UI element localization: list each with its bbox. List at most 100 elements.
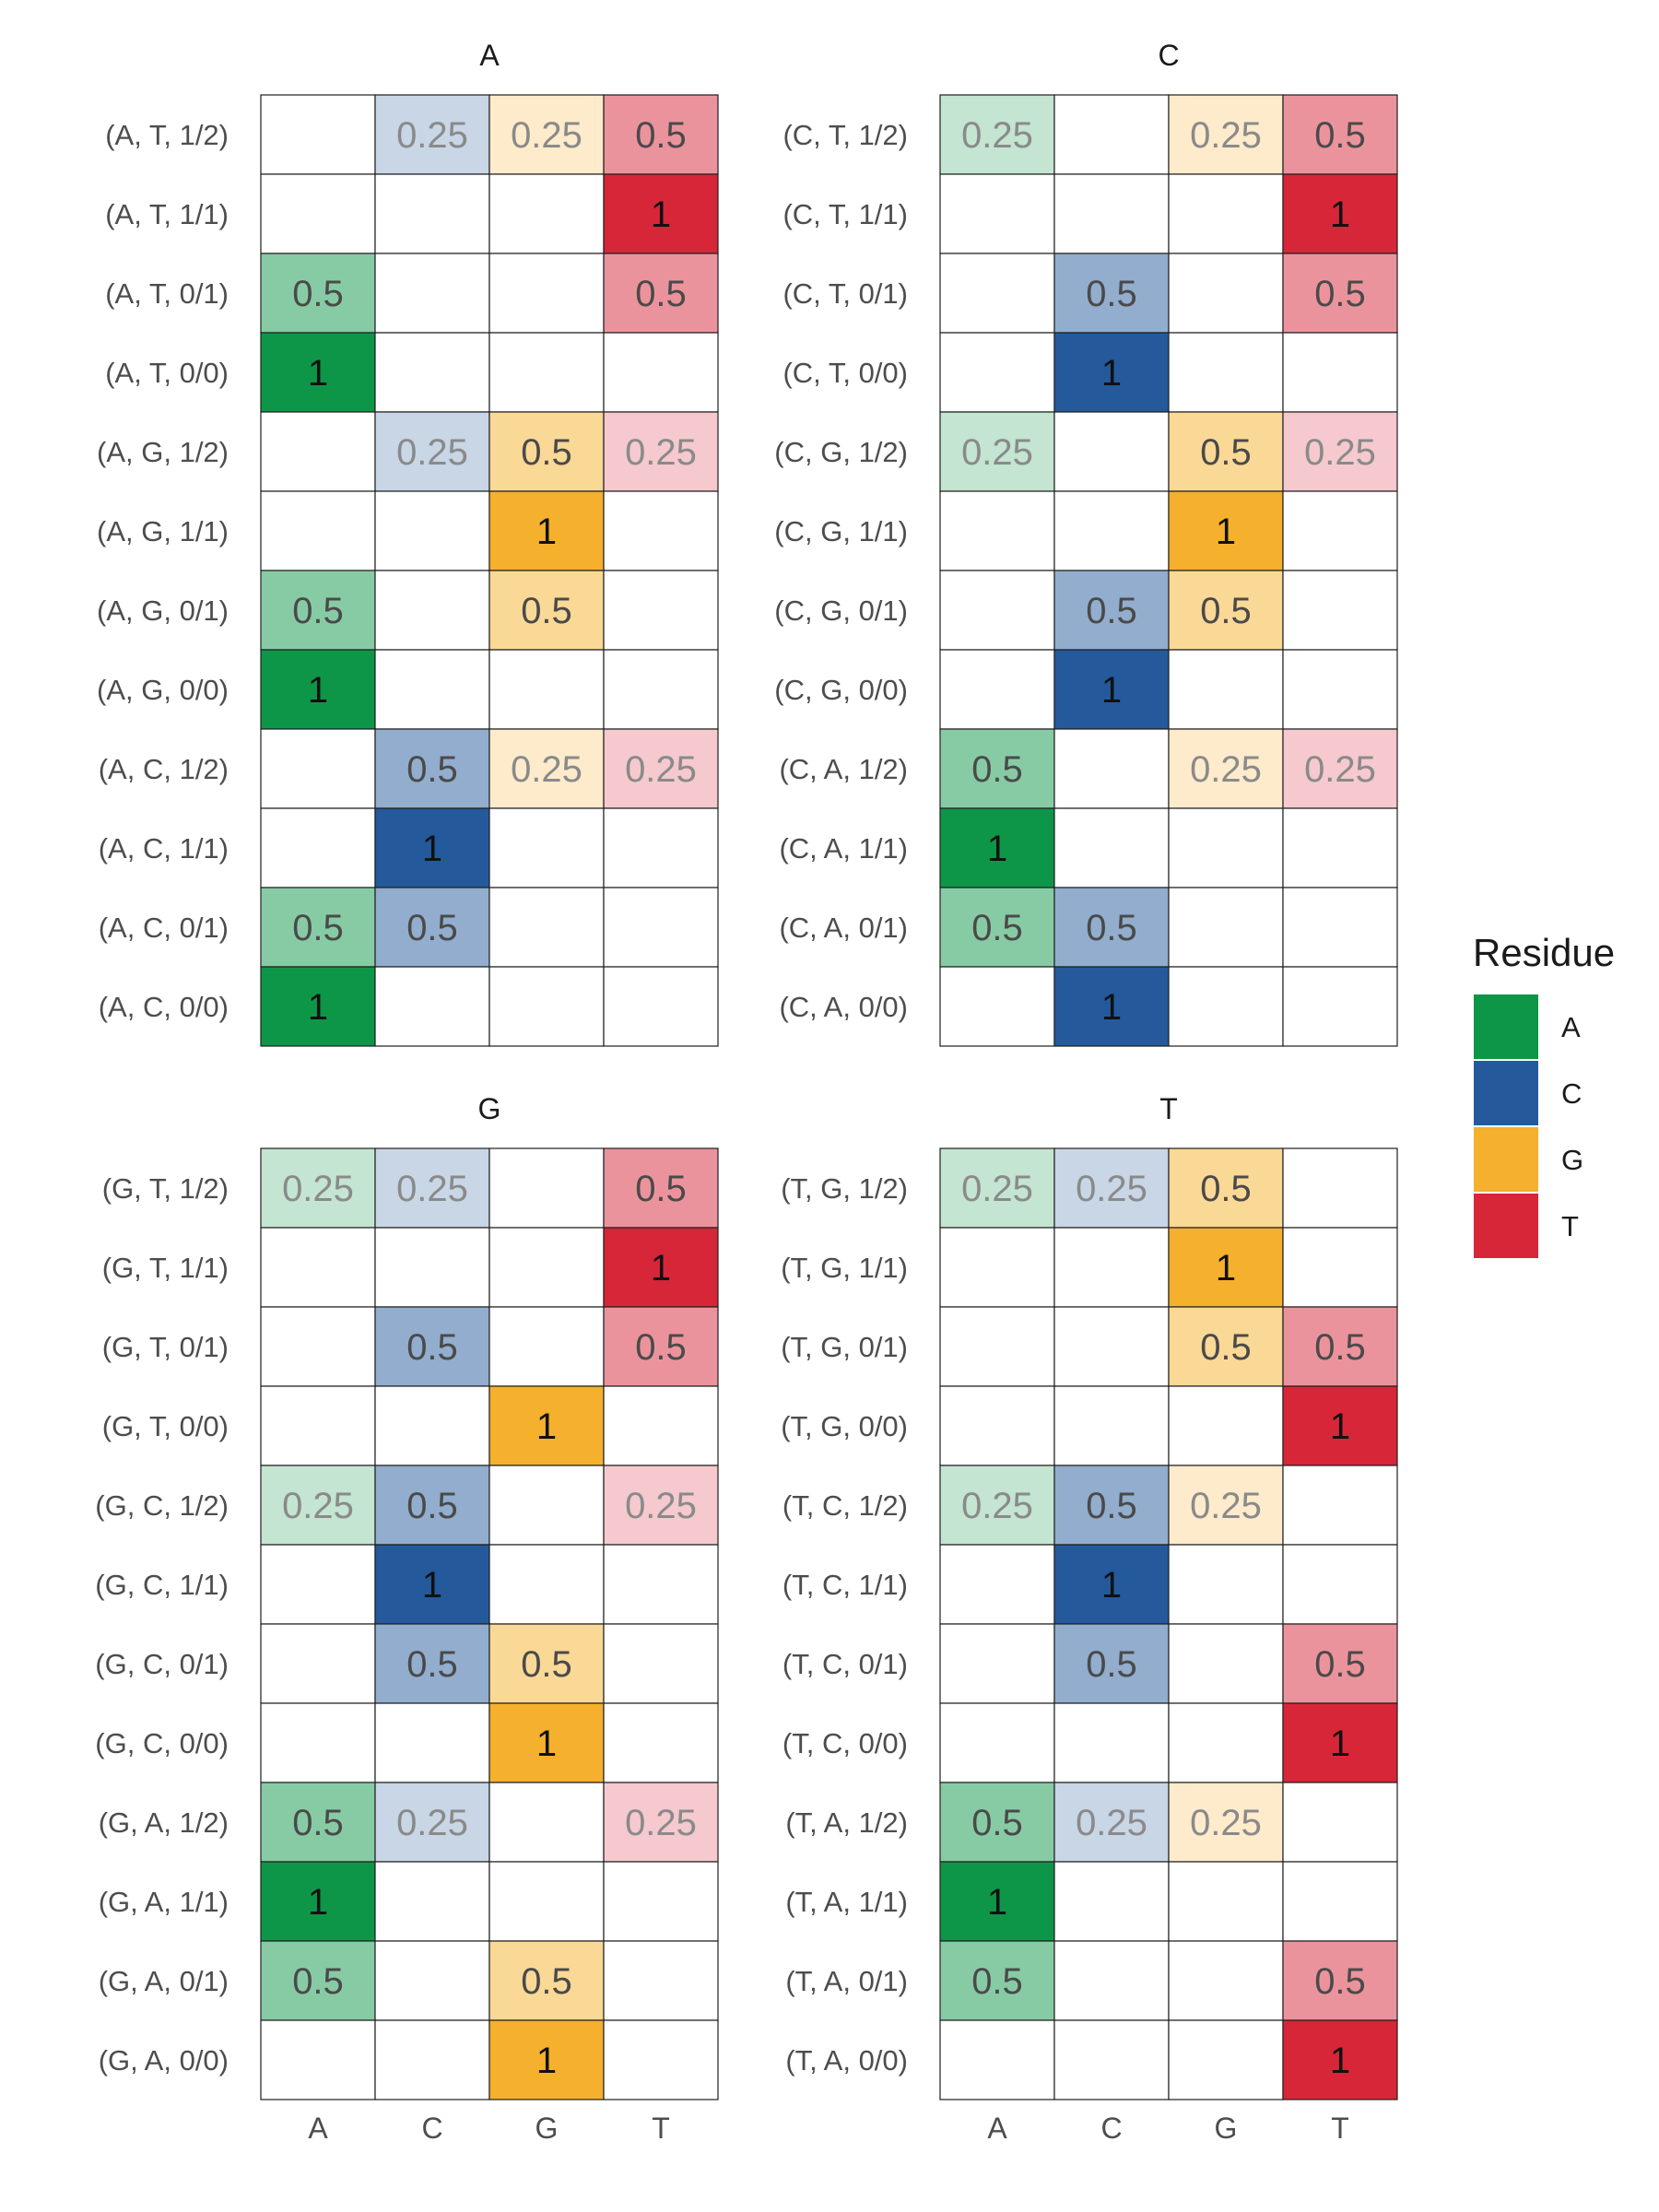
cell-value-label: 0.5 (1314, 1644, 1366, 1685)
cell-value-label: 0.25 (1304, 749, 1376, 790)
heatmap-cell (1282, 1623, 1398, 1704)
cell-value-label: 1 (1216, 512, 1236, 552)
panel-c: C (C, T, 1/2) 0.25 0.25 0.5 (C, T, 1/1) 1 (C, T… (774, 39, 1398, 1047)
heatmap-cell (488, 1782, 605, 1863)
x-tick-label: T (652, 2112, 670, 2145)
legend-key-t (1472, 1192, 1540, 1260)
x-tick-label: G (1215, 2112, 1238, 2145)
heatmap-cell (603, 253, 719, 334)
heatmap-cell (939, 253, 1055, 334)
cell-value-label: 0.5 (292, 591, 344, 631)
x-tick-label: A (308, 2112, 328, 2145)
cell-value-label: 0.5 (1200, 432, 1252, 473)
heatmap-cell (488, 728, 605, 809)
row-label: (C, A, 0/1) (779, 912, 908, 944)
heatmap-cell (603, 728, 719, 809)
row-label: (A, G, 1/2) (97, 436, 229, 468)
heatmap-cell (1168, 253, 1284, 334)
heatmap-cell (1282, 332, 1398, 413)
heatmap-cell (260, 1623, 376, 1704)
heatmap-cell (260, 94, 376, 175)
cell-value-label: 0.5 (1314, 274, 1366, 314)
legend-label: A (1561, 1011, 1581, 1043)
heatmap-cell (260, 173, 376, 254)
heatmap-cell (1282, 570, 1398, 651)
heatmap-cell (603, 411, 719, 492)
cell-value-label: 1 (1101, 987, 1122, 1028)
heatmap-cell (939, 332, 1055, 413)
panel-title: C (1158, 39, 1179, 72)
row-label: (C, T, 0/1) (782, 277, 908, 310)
heatmap-cell (939, 1544, 1055, 1625)
heatmap-cell (488, 253, 605, 334)
x-tick-label: G (535, 2112, 559, 2145)
cell-value-label: 1 (536, 2041, 557, 2081)
heatmap-cell (488, 1385, 605, 1466)
cell-value-label: 0.5 (292, 1961, 344, 2002)
heatmap-cell (1168, 807, 1284, 888)
heatmap-cell (603, 1385, 719, 1466)
legend: Residue A C G T (1472, 931, 1615, 1260)
cell-value-label: 0.5 (971, 1961, 1023, 2002)
cell-value-label: 0.25 (1076, 1169, 1147, 1209)
heatmap-cell (374, 1623, 490, 1704)
heatmap-cell (260, 1465, 376, 1546)
heatmap-cell (260, 728, 376, 809)
heatmap-cell (374, 887, 490, 968)
row-label: (G, C, 0/0) (95, 1727, 229, 1759)
row-label: (A, C, 1/1) (99, 832, 229, 865)
heatmap-cell (260, 1147, 376, 1229)
heatmap-cell (1282, 1385, 1398, 1466)
cell-value-label: 1 (1216, 1248, 1236, 1288)
row-label: (G, T, 1/2) (102, 1172, 229, 1205)
heatmap-cell (603, 490, 719, 571)
row-label: (A, G, 1/1) (97, 515, 229, 547)
cell-value-label: 0.5 (521, 591, 572, 631)
cell-value-label: 0.5 (406, 908, 458, 948)
cell-value-label: 0.5 (292, 908, 344, 948)
heatmap-cell (374, 570, 490, 651)
cell-value-label: 0.25 (1190, 1486, 1262, 1526)
row-label: (A, T, 0/0) (105, 357, 229, 389)
heatmap-cell (603, 1702, 719, 1783)
row-label: (G, T, 0/0) (102, 1410, 229, 1442)
cell-value-label: 0.5 (1086, 1644, 1137, 1685)
heatmap-cell (374, 253, 490, 334)
cell-value-label: 0.25 (1076, 1803, 1147, 1843)
heatmap-cell (1282, 1227, 1398, 1308)
cell-value-label: 1 (422, 1565, 442, 1606)
legend-title: Residue (1473, 931, 1615, 974)
cell-value-label: 0.25 (961, 115, 1033, 156)
heatmap-cell (260, 649, 376, 730)
heatmap-cell (1053, 490, 1170, 571)
legend-label: C (1561, 1077, 1582, 1110)
row-label: (G, A, 1/1) (99, 1886, 229, 1918)
cell-value-label: 1 (651, 1248, 671, 1288)
panel-a: A (A, T, 1/2) 0.25 0.25 0.5 (A, T, 1/1) 1 (A, T… (97, 39, 719, 1047)
row-label: (G, A, 1/2) (99, 1806, 229, 1839)
row-label: (G, C, 0/1) (95, 1648, 229, 1680)
heatmap-cell (1282, 728, 1398, 809)
heatmap-cell (488, 1465, 605, 1546)
heatmap-cell (603, 570, 719, 651)
cell-value-label: 0.25 (1304, 432, 1376, 473)
heatmap-cell (939, 1227, 1055, 1308)
heatmap-cell (374, 1306, 490, 1387)
cell-value-label: 0.25 (511, 115, 582, 156)
heatmap-cell (488, 1544, 605, 1625)
cell-value-label: 0.5 (1314, 1961, 1366, 2002)
row-label: (T, A, 1/2) (785, 1806, 908, 1839)
legend-key-c (1472, 1059, 1540, 1127)
cell-value-label: 0.5 (1086, 908, 1137, 948)
heatmap-cell (374, 649, 490, 730)
row-label: (C, A, 0/0) (779, 991, 908, 1023)
heatmap-cell (1282, 807, 1398, 888)
heatmap-cell (1168, 1861, 1284, 1942)
cell-value-label: 0.25 (625, 1803, 697, 1843)
heatmap-cell (1282, 173, 1398, 254)
row-label: (A, C, 0/0) (99, 991, 229, 1023)
heatmap-cell (488, 94, 605, 175)
cell-value-label: 1 (1330, 1406, 1350, 1447)
heatmap-cell (374, 1465, 490, 1546)
row-label: (A, T, 1/2) (105, 119, 229, 151)
